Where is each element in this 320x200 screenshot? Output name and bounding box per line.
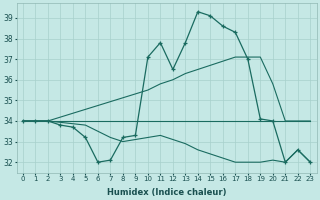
X-axis label: Humidex (Indice chaleur): Humidex (Indice chaleur) [107,188,226,197]
